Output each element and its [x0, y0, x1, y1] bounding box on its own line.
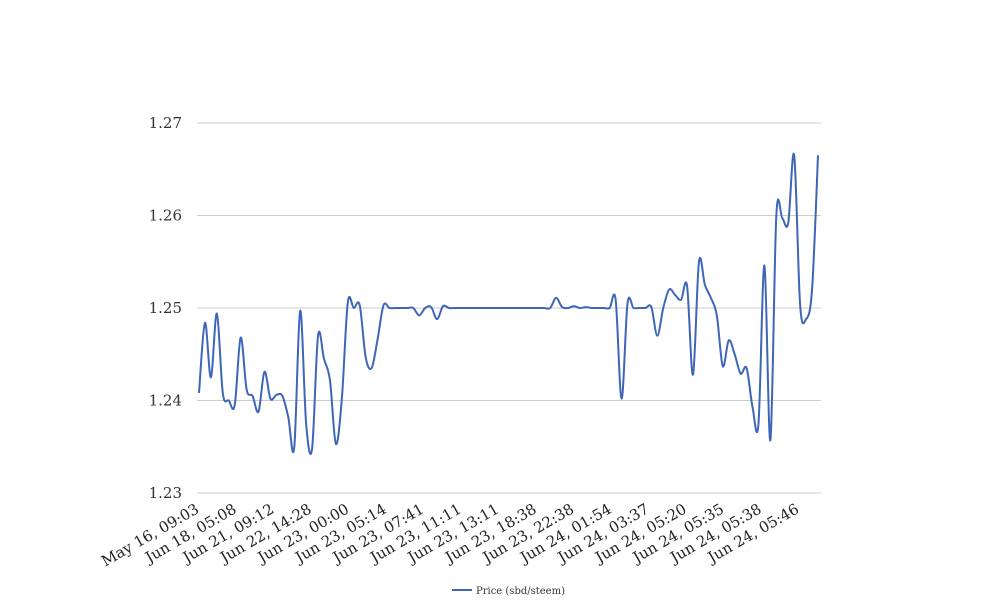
series-line-price [198, 152, 819, 456]
y-tick-label: 1.24 [149, 392, 182, 410]
y-tick-label: 1.27 [149, 114, 182, 132]
legend[interactable]: Price (sbd/steem) [452, 586, 565, 597]
y-axis-tick-labels: 1.23 1.24 1.25 1.26 1.27 [149, 114, 182, 502]
series-layer [198, 152, 819, 456]
y-tick-label: 1.26 [149, 207, 182, 225]
y-tick-label: 1.23 [149, 484, 182, 502]
legend-label: Price (sbd/steem) [476, 586, 565, 597]
y-tick-label: 1.25 [149, 299, 182, 317]
